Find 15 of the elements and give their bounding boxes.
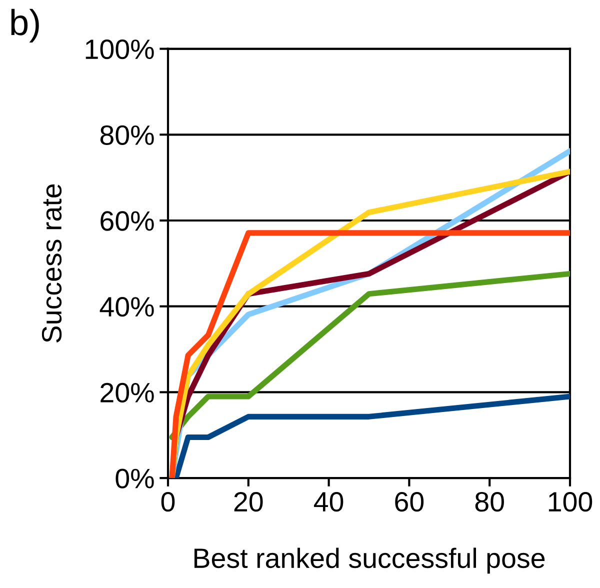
y-tick-label: 100% xyxy=(86,39,154,60)
y-tick-label: 0% xyxy=(116,468,154,488)
x-tick-label: 0 xyxy=(161,492,175,512)
x-tick-label: 20 xyxy=(234,492,263,512)
y-tick-label: 40% xyxy=(100,297,154,317)
y-axis-title: Success rate xyxy=(42,184,62,342)
x-tick-label: 100 xyxy=(548,492,592,512)
x-axis-title: Best ranked successful pose xyxy=(194,548,545,574)
x-tick-label: 60 xyxy=(395,492,424,512)
y-tick-label: 20% xyxy=(100,382,154,403)
x-tick-label: 40 xyxy=(314,492,344,512)
x-tick-label: 80 xyxy=(475,492,504,512)
y-tick-label: 80% xyxy=(100,125,154,145)
y-tick-label: 60% xyxy=(100,211,154,231)
chart-title: b) xyxy=(11,8,39,42)
